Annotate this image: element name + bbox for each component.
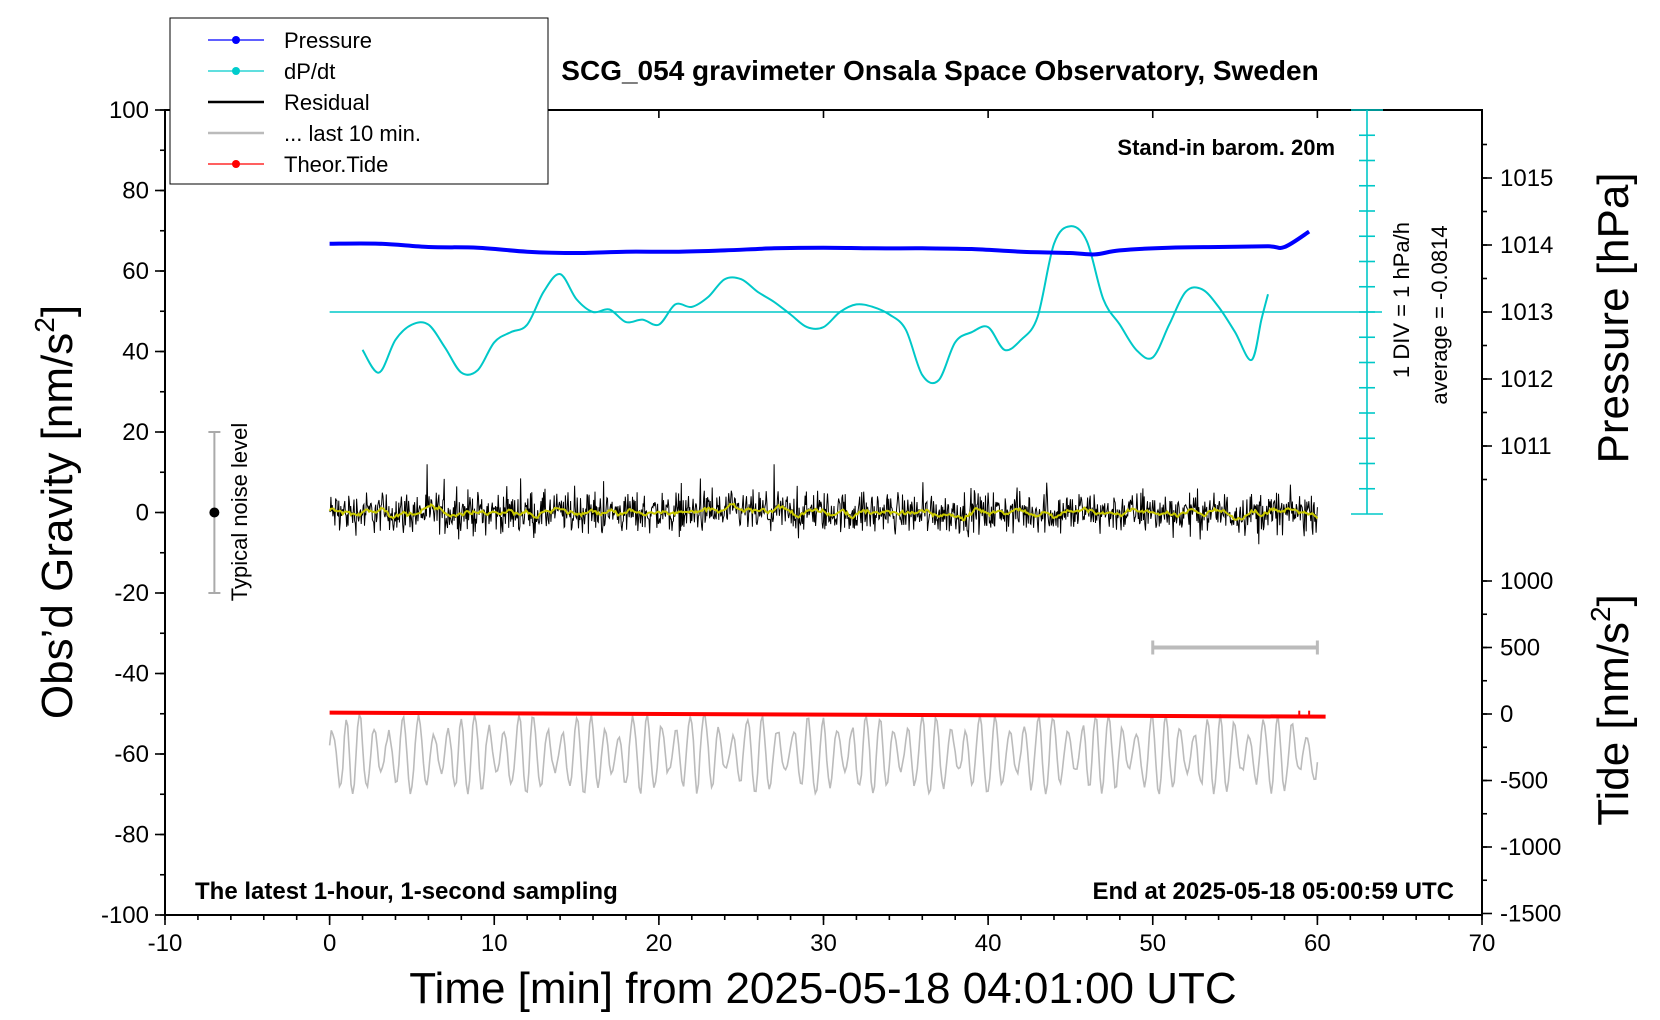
- tide-tick-label: -1000: [1500, 834, 1561, 861]
- x-tick-label: -10: [148, 930, 183, 957]
- legend-label: Pressure: [284, 28, 372, 53]
- y-tick-label: 60: [122, 258, 149, 285]
- legend-marker: [232, 67, 240, 75]
- x-tick-label: 60: [1304, 930, 1331, 957]
- y-axis-label-tide-text: Tide [nm/s: [1589, 622, 1638, 826]
- y-tick-label: -40: [114, 661, 149, 688]
- x-tick-label: 30: [810, 930, 837, 957]
- x-tick-label: 70: [1469, 930, 1496, 957]
- y-axis-pressure: 1015 1014 1013 1012 1011: [1482, 143, 1553, 481]
- legend-marker: [232, 160, 240, 168]
- x-tick-label: 0: [323, 930, 336, 957]
- annotation-average-label: average = -0.0814: [1427, 225, 1452, 404]
- tide-tick-label: 1000: [1500, 568, 1553, 595]
- legend-marker: [232, 36, 240, 44]
- x-tick-label: 40: [975, 930, 1002, 957]
- noise-level-dot: [209, 507, 220, 518]
- x-tick-label: 20: [646, 930, 673, 957]
- y-axis-left: 100 80 60 40 20 0 -20 -40 -60 -80 -100: [101, 97, 165, 929]
- y-tick-label: -20: [114, 580, 149, 607]
- y-tick-label: -80: [114, 822, 149, 849]
- x-axis-label: Time [min] from 2025-05-18 04:01:00 UTC: [409, 964, 1236, 1013]
- legend-label: Theor.Tide: [284, 152, 388, 177]
- y-axis-label-left: Obs’d Gravity [nm/s2]: [29, 305, 82, 719]
- legend: Pressure dP/dt Residual ... last 10 min. The…: [169, 17, 549, 185]
- y-axis-label-left-text: Obs’d Gravity [nm/s: [33, 333, 82, 719]
- tide-tick-label: 0: [1500, 701, 1513, 728]
- pressure-line: [329, 229, 1311, 257]
- chart-title: SCG_054 gravimeter Onsala Space Observat…: [561, 55, 1318, 86]
- y-axis-label-left-sup: 2: [29, 317, 60, 333]
- y-axis-label-tide: Tide [nm/s2]: [1585, 594, 1638, 826]
- y-axis-label-left-end: ]: [33, 305, 82, 317]
- tide-tick-label: -1500: [1500, 901, 1561, 928]
- last10-line: [328, 711, 1319, 796]
- legend-label: Residual: [284, 90, 370, 115]
- pressure-tick-label: 1011: [1500, 433, 1552, 460]
- y-tick-label: 0: [136, 500, 149, 527]
- tide-tick-label: -500: [1500, 768, 1548, 795]
- tide-tick-label: 500: [1500, 635, 1540, 662]
- annotation-stand-in: Stand-in barom. 20m: [1117, 135, 1335, 160]
- annotation-div-label: 1 DIV = 1 hPa/h: [1389, 222, 1414, 378]
- series-layer: [208, 109, 1383, 796]
- legend-label: dP/dt: [284, 59, 335, 84]
- x-tick-label: 10: [481, 930, 508, 957]
- x-axis: -10 0 10 20 30 40 50 60 70: [148, 110, 1496, 957]
- pressure-tick-label: 1015: [1500, 165, 1553, 192]
- annotation-bottom-left: The latest 1-hour, 1-second sampling: [195, 878, 618, 905]
- dpdt-line: [361, 225, 1269, 385]
- residual-line: [329, 464, 1318, 545]
- y-tick-label: -100: [101, 902, 149, 929]
- pressure-tick-label: 1014: [1500, 232, 1553, 259]
- pressure-tick-label: 1012: [1500, 366, 1553, 393]
- y-tick-label: -60: [114, 741, 149, 768]
- annotation-bottom-right: End at 2025-05-18 05:00:59 UTC: [1093, 878, 1455, 905]
- y-tick-label: 40: [122, 339, 149, 366]
- y-axis-label-pressure: Pressure [hPa]: [1589, 172, 1638, 463]
- y-axis-label-tide-end: ]: [1589, 594, 1638, 606]
- y-axis-tide: 1000 500 0 -500 -1000 -1500: [1482, 568, 1561, 928]
- y-tick-label: 100: [109, 97, 149, 124]
- y-tick-label: 20: [122, 419, 149, 446]
- y-axis-label-tide-sup: 2: [1585, 606, 1616, 622]
- annotation-noise-label: Typical noise level: [227, 423, 252, 602]
- x-tick-label: 50: [1139, 930, 1166, 957]
- residual-smooth-line: [328, 502, 1319, 522]
- pressure-tick-label: 1013: [1500, 299, 1553, 326]
- legend-label: ... last 10 min.: [284, 121, 421, 146]
- y-tick-label: 80: [122, 178, 149, 205]
- tide-line: [329, 710, 1326, 719]
